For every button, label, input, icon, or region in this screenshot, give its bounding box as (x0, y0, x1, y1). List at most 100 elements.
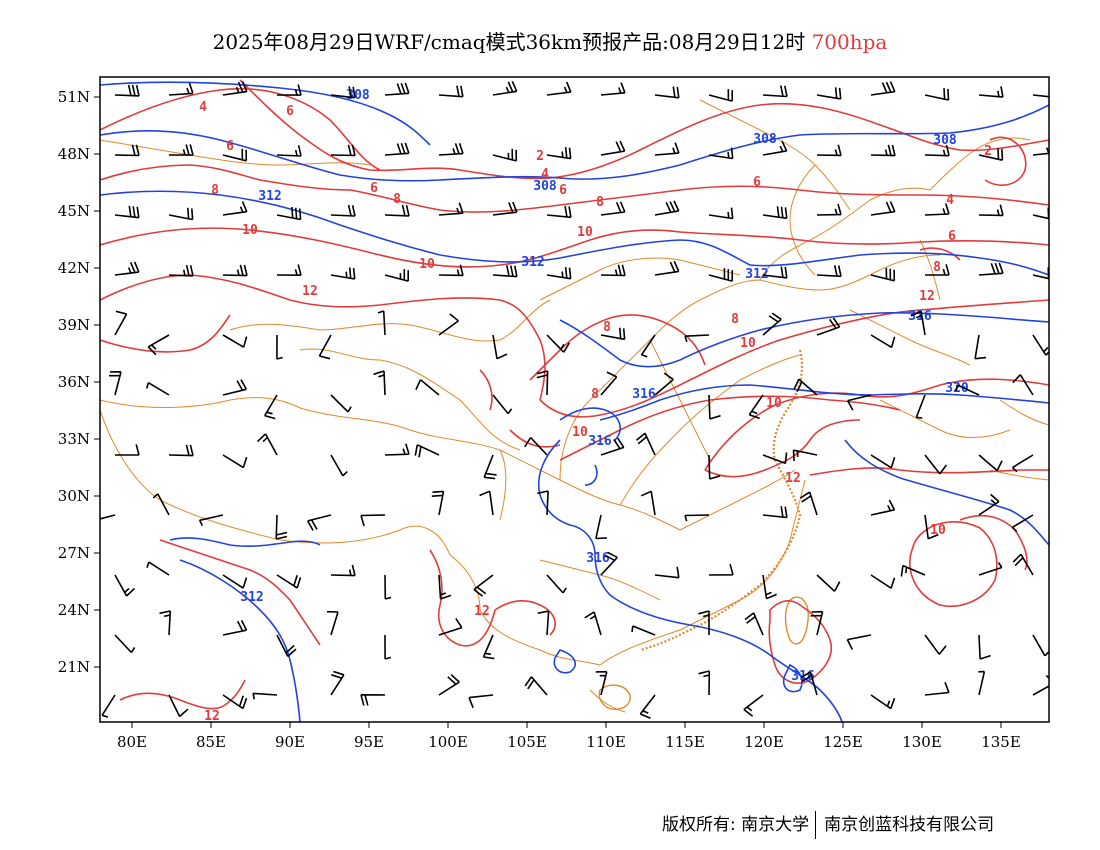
wind-barb (330, 267, 356, 280)
taiwan-island (784, 596, 809, 645)
wind-barb (168, 264, 194, 277)
geopotential-label: 308 (533, 179, 557, 194)
wind-barb (762, 85, 788, 98)
temperature-label: 6 (370, 181, 378, 196)
wind-barb (276, 634, 297, 657)
wind-barb (256, 433, 278, 456)
lon-label: 130E (902, 733, 942, 751)
wind-barb (816, 203, 842, 216)
wind-barb (222, 694, 248, 710)
wind-barb (654, 260, 680, 276)
wind-barb (114, 634, 136, 654)
wind-barb (114, 205, 140, 219)
wind-barb (114, 84, 140, 97)
wind-barb (536, 370, 549, 396)
wind-barb (384, 443, 410, 456)
wind-barb (708, 394, 721, 420)
wind-barb (168, 144, 194, 156)
lat-label: 27N (58, 544, 90, 562)
temperature-label: 12 (785, 471, 801, 486)
wind-barb (415, 379, 440, 396)
wind-barb (600, 201, 626, 216)
wind-barb (330, 564, 356, 577)
wind-barb (698, 610, 710, 635)
wind-barb (708, 147, 734, 160)
wind-barb (276, 574, 302, 589)
wind-barb (816, 265, 842, 278)
temperature-label: 4 (199, 100, 207, 115)
geopotential-label: 316 (586, 551, 610, 566)
wind-barb (264, 394, 278, 420)
temperature-label: 4 (946, 193, 954, 208)
wind-barb (978, 670, 986, 696)
wind-barb (330, 454, 348, 477)
wind-barb (276, 334, 283, 360)
wind-barb (1032, 267, 1049, 280)
wind-barb (955, 384, 980, 396)
wind-barb (870, 574, 896, 589)
copyright-divider (815, 811, 817, 839)
wind-barb (492, 394, 513, 415)
wind-barb (708, 563, 734, 576)
wind-barb (816, 317, 841, 336)
wind-barb (438, 85, 464, 98)
title-text: 2025年08月29日WRF/cmaq模式36km预报产品:08月29日12时 (212, 30, 806, 54)
wind-barb (870, 144, 896, 157)
wind-barb (492, 265, 518, 278)
temperature-label: 6 (948, 229, 956, 244)
wind-barb (846, 394, 872, 411)
geopotential-label: 312 (745, 267, 768, 282)
wind-barb (743, 694, 764, 717)
temperature-label: 8 (393, 192, 401, 207)
temperature-label: 8 (731, 312, 739, 327)
wind-barb (698, 670, 711, 696)
wind-barb (438, 674, 460, 696)
wind-barb (546, 334, 571, 353)
wind-barb (275, 514, 288, 540)
wind-barb (870, 334, 896, 349)
wind-barb (384, 269, 409, 282)
temperature-label: 10 (577, 225, 593, 240)
wind-barb (438, 574, 452, 600)
wind-barb (377, 310, 386, 336)
temperature-label: 8 (596, 195, 604, 210)
lon-label: 90E (275, 733, 305, 751)
wind-barb (799, 491, 818, 516)
map-frame (99, 76, 1050, 723)
wind-barb (483, 454, 497, 480)
wind-barb (762, 206, 788, 220)
wind-barb (654, 566, 680, 579)
wind-barb (684, 334, 710, 343)
temperature-label: 8 (933, 260, 941, 275)
wind-barb (114, 310, 128, 336)
temperature-label: 10 (740, 336, 756, 351)
wind-barb (222, 148, 248, 162)
wind-barb (600, 437, 625, 456)
wind-barb (384, 142, 410, 156)
wind-barb (1011, 454, 1034, 473)
wind-barb (1032, 334, 1049, 356)
temperature-label: 10 (572, 425, 588, 440)
geopotential-contours (100, 81, 1049, 722)
wind-barb (870, 201, 896, 216)
wind-barb (1032, 674, 1049, 696)
wind-barb (978, 562, 1003, 576)
wind-barb (792, 449, 818, 462)
lon-label: 95E (354, 733, 384, 751)
wind-barb (468, 694, 494, 709)
lon-label: 110E (586, 733, 626, 751)
wind-barb (978, 204, 1004, 217)
wind-barb (168, 207, 194, 221)
wind-barb (870, 694, 896, 710)
wind-barb (276, 84, 302, 96)
wind-barb (492, 80, 518, 96)
lon-label: 105E (507, 733, 547, 751)
geopotential-label: 316 (588, 434, 612, 449)
wind-barb (639, 694, 656, 719)
temperature-label: 10 (930, 523, 946, 538)
temperature-label: 12 (302, 284, 318, 299)
wind-barb (330, 144, 356, 157)
wind-barb (600, 82, 626, 96)
wind-barb (360, 694, 386, 706)
